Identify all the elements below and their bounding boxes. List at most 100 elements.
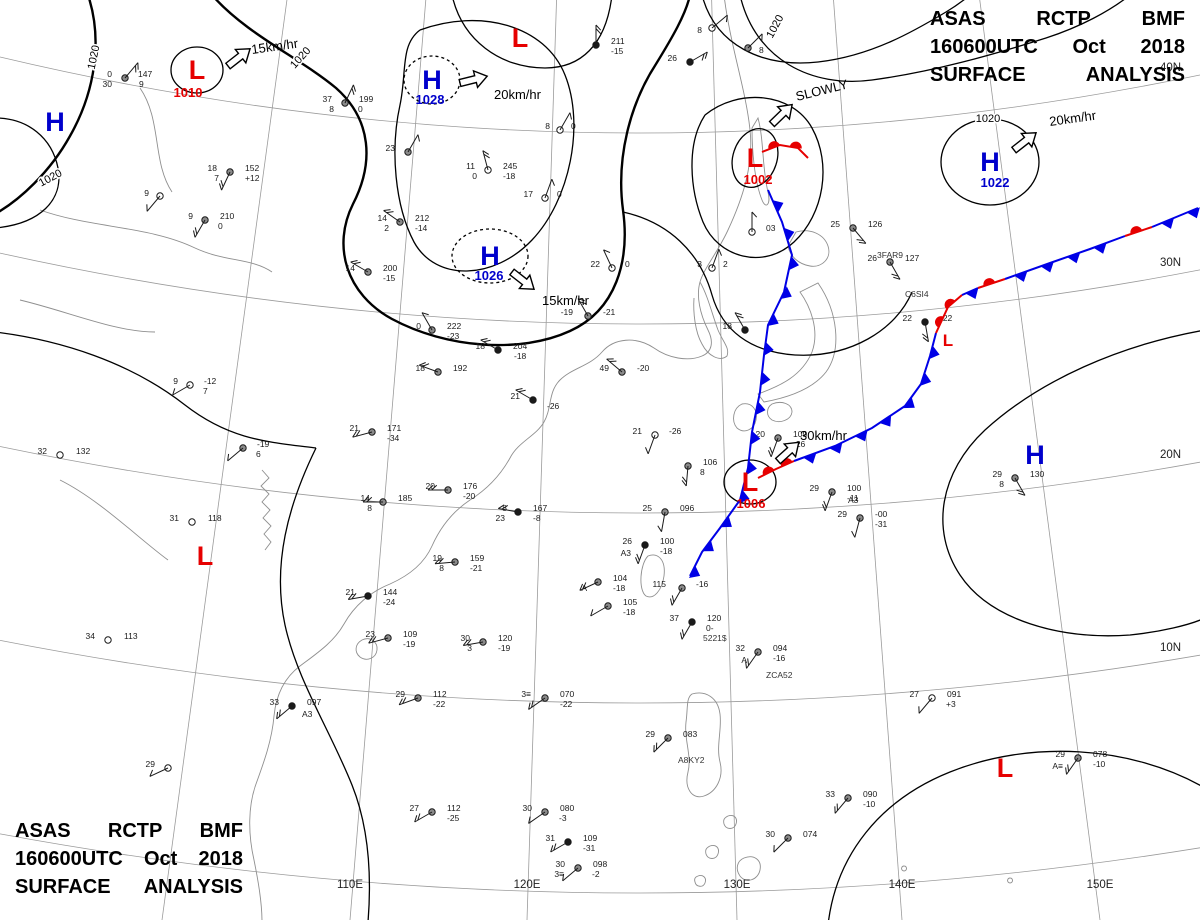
- wind-barb-tick: [368, 637, 373, 644]
- coastline: [787, 230, 830, 267]
- wind-barb: [734, 312, 746, 331]
- coastline: [19, 299, 156, 333]
- warm-front-semicircle: [762, 466, 775, 476]
- pressure-ring: [723, 459, 777, 505]
- station-label: -16: [696, 579, 709, 589]
- station-plot: 14 185 8: [361, 493, 413, 513]
- isobar-line: [0, 117, 60, 228]
- wind-barb: [528, 697, 546, 710]
- station-plot: 19 159-21 8: [433, 553, 485, 573]
- station-plot: 211-15: [592, 24, 625, 56]
- wind-barb-tick: [681, 480, 687, 487]
- station-label: 18: [416, 363, 426, 373]
- station-plot: 11 245-18 0: [466, 150, 517, 181]
- movement-arrows: 15km/hr20km/hr15km/hrSLOWLY20km/hr30km/h…: [224, 35, 1098, 465]
- wind-barb: [350, 261, 369, 273]
- station-label: +3: [946, 699, 956, 709]
- station-label: 8: [502, 503, 507, 513]
- station-label: A3: [621, 548, 632, 558]
- wind-barb-tick: [603, 249, 611, 254]
- wind-barb-tick: [482, 150, 489, 155]
- station-label: 2: [384, 223, 389, 233]
- station-label: 070: [560, 689, 574, 699]
- wind-barb-tick: [553, 843, 557, 851]
- wind-barb-tick: [550, 845, 554, 853]
- station-plot: 0 147 30 9: [103, 62, 152, 89]
- wind-barb-tick: [501, 504, 509, 510]
- low-pressure-symbol: L: [747, 143, 764, 173]
- wind-barb: [671, 587, 683, 606]
- wind-barb: [562, 867, 579, 882]
- station-circle: [104, 636, 112, 644]
- wind-barb: [711, 249, 720, 269]
- movement-arrow: [1010, 132, 1038, 154]
- station-label: 0: [218, 221, 223, 231]
- station-label: 222: [447, 321, 461, 331]
- station-plot: 23 109-19: [366, 629, 418, 649]
- cold-front-line: [1004, 235, 1126, 280]
- cold-front-triangle: [772, 200, 784, 213]
- wind-barb: [854, 517, 861, 538]
- wind-barb-tick: [386, 211, 394, 214]
- station-label: 8: [545, 121, 550, 131]
- coastline: [685, 692, 722, 798]
- movement-arrow: [458, 69, 489, 89]
- station-plot: 8: [744, 33, 764, 55]
- pressure-rings: [170, 46, 1040, 505]
- wind-barb: [824, 491, 833, 511]
- station-plot: 20 109-26: [756, 429, 807, 457]
- station-label: 25: [643, 503, 653, 513]
- station-label: 29: [146, 759, 156, 769]
- cold-front-triangle: [1186, 207, 1200, 219]
- station-label: 23: [386, 143, 396, 153]
- station-label: -16: [773, 653, 786, 663]
- wind-barb-tick: [431, 484, 438, 491]
- station-plot: 21 144-24: [346, 587, 398, 607]
- station-label: 0: [625, 259, 630, 269]
- wind-barb: [711, 14, 728, 29]
- warm-front-semicircle: [944, 298, 956, 309]
- station-plot: 32 094-16 A: [736, 643, 787, 669]
- station-plot: 18: [723, 312, 749, 334]
- wind-barb: [124, 62, 139, 79]
- station-label: 7: [203, 386, 208, 396]
- station-label: 127: [905, 253, 919, 263]
- cold-front-triangle: [750, 430, 761, 445]
- station-plot: 22 -22: [903, 313, 953, 343]
- station-plot: 9 -127: [172, 376, 217, 396]
- station-label: 0-: [706, 623, 714, 633]
- station-label: 126: [868, 219, 882, 229]
- wind-barb-tick: [362, 496, 369, 503]
- wind-barb-tick: [718, 249, 722, 256]
- wind-barb-tick: [569, 112, 573, 120]
- station-plot: 30 074: [766, 829, 817, 853]
- low-pressure-symbol: L: [189, 55, 206, 85]
- wind-barb: [348, 595, 369, 600]
- station-label: 083: [683, 729, 697, 739]
- wind-barb-tick: [276, 711, 279, 719]
- station-label: 23: [366, 629, 376, 639]
- wind-barb-tick: [422, 363, 430, 367]
- cold-front-triangle: [1161, 217, 1174, 229]
- station-label: 210: [220, 211, 234, 221]
- latitude-label: 30N: [1160, 257, 1181, 269]
- wind-barb-tick: [751, 211, 758, 218]
- latitude-label: 40N: [1160, 62, 1181, 74]
- isobar-line: [691, 96, 824, 258]
- station-plot: 29 078-10 A≡: [1052, 749, 1107, 775]
- station-label: -21: [603, 307, 616, 317]
- title-block-bottom-left: ASAS RCTP BMF 160600UTC Oct 2018 SURFACE ANAL…: [15, 820, 243, 904]
- station-plot: 30 080-3: [523, 803, 574, 824]
- station-label: 109: [793, 429, 807, 439]
- station-label: 0: [472, 171, 477, 181]
- station-plot: 18 152+12 7: [208, 163, 260, 191]
- title-word: Oct: [1072, 36, 1106, 58]
- movement-speed-label: 15km/hr: [542, 293, 590, 308]
- cold-front-triangle: [760, 371, 771, 386]
- wind-barb-tick: [635, 557, 639, 564]
- wind-barb: [637, 544, 646, 564]
- station-label: 112: [433, 689, 447, 699]
- station-label: -18: [503, 171, 516, 181]
- longitude-label: 140E: [889, 879, 916, 891]
- station-label: 074: [803, 829, 817, 839]
